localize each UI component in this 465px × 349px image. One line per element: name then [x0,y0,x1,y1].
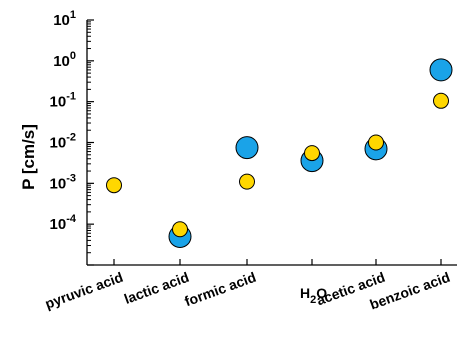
x-category-label: lactic acid [122,269,191,307]
x-category-label: formic acid [182,269,258,310]
x-category-label: pyruvic acid [43,269,125,312]
x-category-label: H2O [300,285,327,306]
y-tick-label: 101 [53,9,76,29]
blue-point [235,136,259,160]
yellow-point [368,134,384,151]
y-tick-label: 10-3 [50,172,76,192]
yellow-point [433,92,449,109]
y-tick-label: 10-4 [50,213,77,233]
y-tick-label: 100 [53,50,76,70]
axes-layer [86,19,457,266]
y-tick-label: 10-1 [50,91,76,111]
yellow-point [172,221,188,238]
blue-point [429,58,453,82]
data-points [106,58,453,248]
yellow-point [106,177,122,194]
y-tick-labels: 101 100 10-1 10-2 10-3 10-4 [50,9,77,233]
y-axis-label: P [cm/s] [19,124,38,190]
yellow-point [304,145,320,162]
yellow-point [239,173,255,190]
y-tick-label: 10-2 [50,132,76,152]
